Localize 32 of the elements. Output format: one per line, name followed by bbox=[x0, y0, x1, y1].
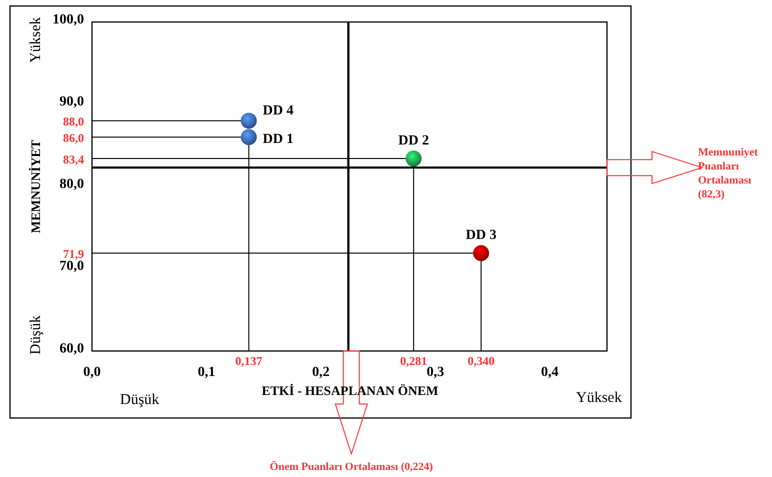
point bbox=[240, 129, 257, 146]
y-tick-label: 100,0 bbox=[52, 12, 84, 28]
x-tick-label: 0,4 bbox=[541, 365, 559, 380]
x-tick-label: 0,2 bbox=[312, 365, 330, 380]
text: Yüksek bbox=[576, 390, 622, 406]
data-label: 86,0 bbox=[63, 131, 84, 146]
y-tick-label: 70,0 bbox=[60, 259, 84, 274]
annotation: 0,137 bbox=[235, 354, 262, 368]
data-label: 71,9 bbox=[63, 247, 84, 262]
y-tick-label: 60,0 bbox=[60, 341, 84, 356]
point bbox=[406, 150, 422, 167]
series-label: DD 2 bbox=[398, 134, 429, 149]
x-tick-label: 0,3 bbox=[426, 365, 444, 380]
series-label: DD 1 bbox=[262, 132, 294, 148]
text: Önem Puanları Ortalaması (0,224) bbox=[270, 460, 434, 473]
x-tick-label: 0,1 bbox=[198, 365, 216, 380]
y-tick-label: 80,0 bbox=[60, 176, 84, 192]
data-label: 83,4 bbox=[63, 152, 84, 167]
series-label: DD 4 bbox=[262, 104, 294, 119]
y-axis-title: MEMNUNİYET bbox=[28, 140, 43, 234]
text: Memnuniyet Puanları Ortalaması (82,3) bbox=[698, 146, 758, 201]
text: Düşük bbox=[120, 392, 160, 408]
y-tick-label: 90,0 bbox=[60, 94, 84, 110]
text: Düşük bbox=[28, 314, 44, 355]
x-tick-label: 0,0 bbox=[83, 365, 101, 380]
series-label: DD 3 bbox=[466, 228, 496, 244]
annotation: 0,281 bbox=[400, 354, 428, 368]
data-label: 88,0 bbox=[63, 114, 84, 129]
point bbox=[240, 112, 257, 129]
text: Yüksek bbox=[28, 16, 44, 63]
annotation: 0,340 bbox=[468, 354, 495, 368]
point bbox=[473, 245, 490, 262]
